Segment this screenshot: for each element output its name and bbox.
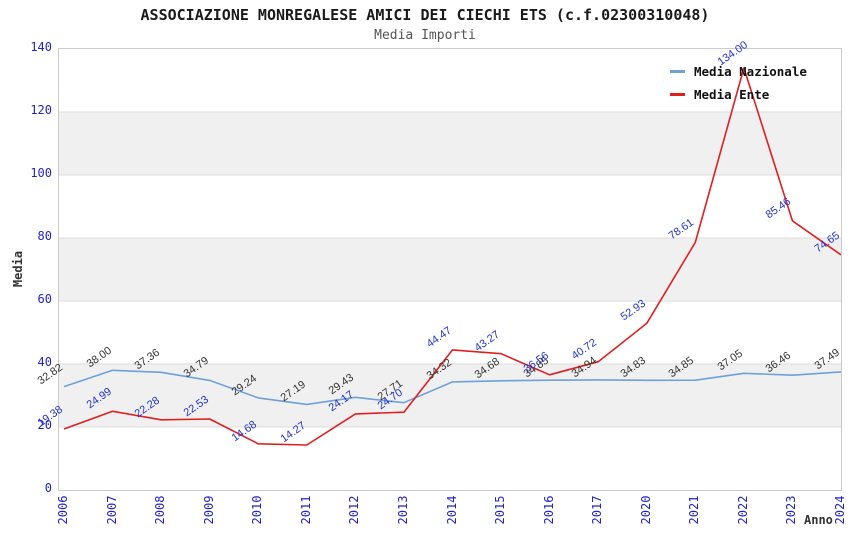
y-tick-label: 0 bbox=[44, 481, 52, 495]
background-band bbox=[59, 364, 841, 427]
x-tick-label: 2016 bbox=[541, 495, 556, 525]
y-tick-label: 120 bbox=[30, 103, 52, 117]
x-tick-label: 2012 bbox=[347, 495, 362, 525]
x-tick-label: 2013 bbox=[395, 495, 410, 525]
x-tick-label: 2015 bbox=[493, 495, 508, 525]
x-tick-label: 2007 bbox=[104, 495, 119, 525]
x-tick-label: 2021 bbox=[687, 495, 702, 525]
legend-item-media-nazionale: Media Nazionale bbox=[670, 62, 807, 80]
chart-title: ASSOCIAZIONE MONREGALESE AMICI DEI CIECH… bbox=[140, 6, 710, 24]
legend: Media Nazionale Media Ente bbox=[670, 62, 807, 108]
y-tick-label: 40 bbox=[37, 355, 52, 369]
y-tick-label: 60 bbox=[37, 292, 52, 306]
x-tick-label: 2010 bbox=[250, 495, 265, 525]
x-tick-label: 2008 bbox=[153, 495, 168, 525]
plot-area bbox=[58, 48, 842, 491]
legend-swatch-nazionale-icon bbox=[670, 69, 685, 73]
legend-swatch-ente-icon bbox=[670, 92, 685, 96]
y-tick-label: 80 bbox=[37, 229, 52, 243]
legend-label-nazionale: Media Nazionale bbox=[694, 63, 807, 79]
x-tick-label: 2023 bbox=[784, 495, 799, 525]
x-tick-label: 2024 bbox=[833, 495, 847, 525]
series-line-media-nazionale bbox=[63, 369, 842, 406]
x-tick-label: 2014 bbox=[444, 495, 459, 525]
x-tick-label: 2011 bbox=[298, 495, 313, 525]
y-tick-label: 140 bbox=[30, 40, 52, 54]
x-tick-label: 2022 bbox=[735, 495, 750, 525]
y-tick-label: 20 bbox=[37, 418, 52, 432]
legend-item-media-ente: Media Ente bbox=[670, 85, 807, 103]
background-band bbox=[59, 238, 841, 301]
x-tick-label: 2017 bbox=[590, 495, 605, 525]
plot-lines-svg bbox=[59, 67, 842, 446]
x-axis-title: Anno bbox=[804, 513, 833, 527]
series-line-media-ente bbox=[63, 67, 842, 446]
x-tick-label: 2020 bbox=[638, 495, 653, 525]
x-tick-label: 2006 bbox=[56, 495, 70, 525]
y-tick-label: 100 bbox=[30, 166, 52, 180]
x-tick-label: 2009 bbox=[201, 495, 216, 525]
chart-subtitle: Media Importi bbox=[374, 28, 476, 43]
legend-label-ente: Media Ente bbox=[694, 86, 770, 102]
background-band bbox=[59, 112, 841, 175]
